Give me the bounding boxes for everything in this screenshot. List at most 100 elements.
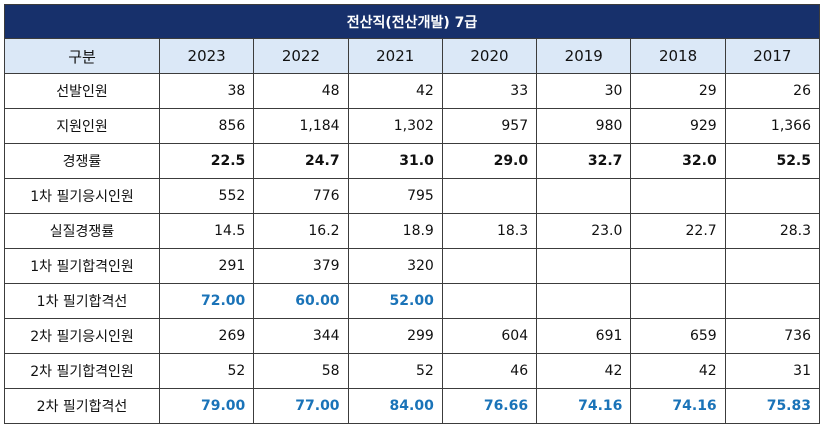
table-cell	[441, 283, 538, 319]
table-cell: 291	[158, 248, 255, 284]
table-cell: 30	[536, 73, 632, 109]
table-row: 1차 필기합격인원 291 379 320	[4, 248, 821, 284]
table-cell: 856	[158, 108, 255, 144]
row-label: 1차 필기응시인원	[4, 178, 160, 214]
table-row: 실질경쟁률 14.5 16.2 18.9 18.3 23.0 22.7 28.3	[4, 213, 821, 249]
row-label: 1차 필기합격인원	[4, 248, 160, 284]
row-label: 2차 필기합격선	[4, 388, 160, 424]
table-cell: 29	[630, 73, 726, 109]
table-body: 선발인원 38 48 42 33 30 29 26 지원인원 856 1,184 1,302 957 98…	[4, 73, 821, 424]
table-cell: 776	[253, 178, 349, 214]
table-cell: 18.9	[347, 213, 443, 249]
table-cell: 26	[724, 73, 821, 109]
row-label: 1차 필기합격선	[4, 283, 160, 319]
table-cell: 32.7	[536, 143, 632, 179]
table-cell: 72.00	[158, 283, 255, 319]
table-cell: 24.7	[253, 143, 349, 179]
table-cell: 32.0	[630, 143, 726, 179]
table-cell	[724, 248, 821, 284]
table-cell: 76.66	[441, 388, 538, 424]
table-cell	[724, 178, 821, 214]
table-cell: 74.16	[630, 388, 726, 424]
table-cell: 659	[630, 318, 726, 354]
table-cell: 74.16	[536, 388, 632, 424]
table-cell: 16.2	[253, 213, 349, 249]
table-cell	[724, 283, 821, 319]
row-label: 2차 필기합격인원	[4, 353, 160, 389]
header-category: 구분	[4, 38, 160, 74]
row-label: 선발인원	[4, 73, 160, 109]
table-cell: 14.5	[158, 213, 255, 249]
table-cell	[441, 248, 538, 284]
table-cell: 42	[536, 353, 632, 389]
table-cell	[441, 178, 538, 214]
header-year: 2017	[724, 38, 821, 74]
table-cell: 604	[441, 318, 538, 354]
table-title-row: 전산직(전산개발) 7급	[4, 4, 820, 39]
table-cell: 58	[253, 353, 349, 389]
table-cell: 52	[347, 353, 443, 389]
table-cell: 736	[724, 318, 821, 354]
table-cell	[536, 178, 632, 214]
table-cell	[630, 248, 726, 284]
header-year: 2018	[630, 38, 726, 74]
competition-table-container: 전산직(전산개발) 7급 구분 2023 2022 2021 2020 2019…	[4, 4, 821, 424]
header-year: 2022	[253, 38, 349, 74]
table-cell: 28.3	[724, 213, 821, 249]
table-cell: 33	[441, 73, 538, 109]
table-cell	[536, 248, 632, 284]
competition-table: 전산직(전산개발) 7급 구분 2023 2022 2021 2020 2019…	[4, 4, 821, 424]
table-cell: 379	[253, 248, 349, 284]
table-cell: 31	[724, 353, 821, 389]
table-title: 전산직(전산개발) 7급	[4, 4, 820, 39]
table-cell: 1,184	[253, 108, 349, 144]
row-label: 경쟁률	[4, 143, 160, 179]
table-cell: 42	[630, 353, 726, 389]
table-row: 2차 필기합격선 79.00 77.00 84.00 76.66 74.16 74.16 75…	[4, 388, 821, 424]
table-cell: 79.00	[158, 388, 255, 424]
table-cell	[630, 283, 726, 319]
table-cell: 269	[158, 318, 255, 354]
table-cell: 552	[158, 178, 255, 214]
table-cell: 60.00	[253, 283, 349, 319]
table-cell	[536, 283, 632, 319]
table-cell: 691	[536, 318, 632, 354]
table-cell: 320	[347, 248, 443, 284]
row-label: 2차 필기응시인원	[4, 318, 160, 354]
table-cell: 22.7	[630, 213, 726, 249]
table-cell: 957	[441, 108, 538, 144]
table-cell: 29.0	[441, 143, 538, 179]
table-cell: 1,302	[347, 108, 443, 144]
row-label: 실질경쟁률	[4, 213, 160, 249]
row-label: 지원인원	[4, 108, 160, 144]
table-cell: 31.0	[347, 143, 443, 179]
table-cell: 46	[441, 353, 538, 389]
table-cell: 38	[158, 73, 255, 109]
table-cell: 18.3	[441, 213, 538, 249]
table-cell: 299	[347, 318, 443, 354]
table-cell: 48	[253, 73, 349, 109]
table-cell: 23.0	[536, 213, 632, 249]
table-cell: 1,366	[724, 108, 821, 144]
table-cell: 52.5	[724, 143, 821, 179]
table-row: 1차 필기합격선 72.00 60.00 52.00	[4, 283, 821, 319]
table-cell: 52	[158, 353, 255, 389]
table-row: 지원인원 856 1,184 1,302 957 980 929 1,366	[4, 108, 821, 144]
table-row: 2차 필기합격인원 52 58 52 46 42 42 31	[4, 353, 821, 389]
table-cell: 980	[536, 108, 632, 144]
table-cell: 75.83	[724, 388, 821, 424]
header-year: 2019	[536, 38, 632, 74]
header-year: 2023	[158, 38, 255, 74]
table-row: 선발인원 38 48 42 33 30 29 26	[4, 73, 821, 109]
table-cell: 42	[347, 73, 443, 109]
table-cell: 344	[253, 318, 349, 354]
table-cell: 52.00	[347, 283, 443, 319]
table-cell: 22.5	[158, 143, 255, 179]
header-year: 2021	[347, 38, 443, 74]
table-cell	[630, 178, 726, 214]
table-row: 2차 필기응시인원 269 344 299 604 691 659 736	[4, 318, 821, 354]
table-row: 경쟁률 22.5 24.7 31.0 29.0 32.7 32.0 52.5	[4, 143, 821, 179]
table-cell: 84.00	[347, 388, 443, 424]
table-row: 1차 필기응시인원 552 776 795	[4, 178, 821, 214]
table-cell: 929	[630, 108, 726, 144]
